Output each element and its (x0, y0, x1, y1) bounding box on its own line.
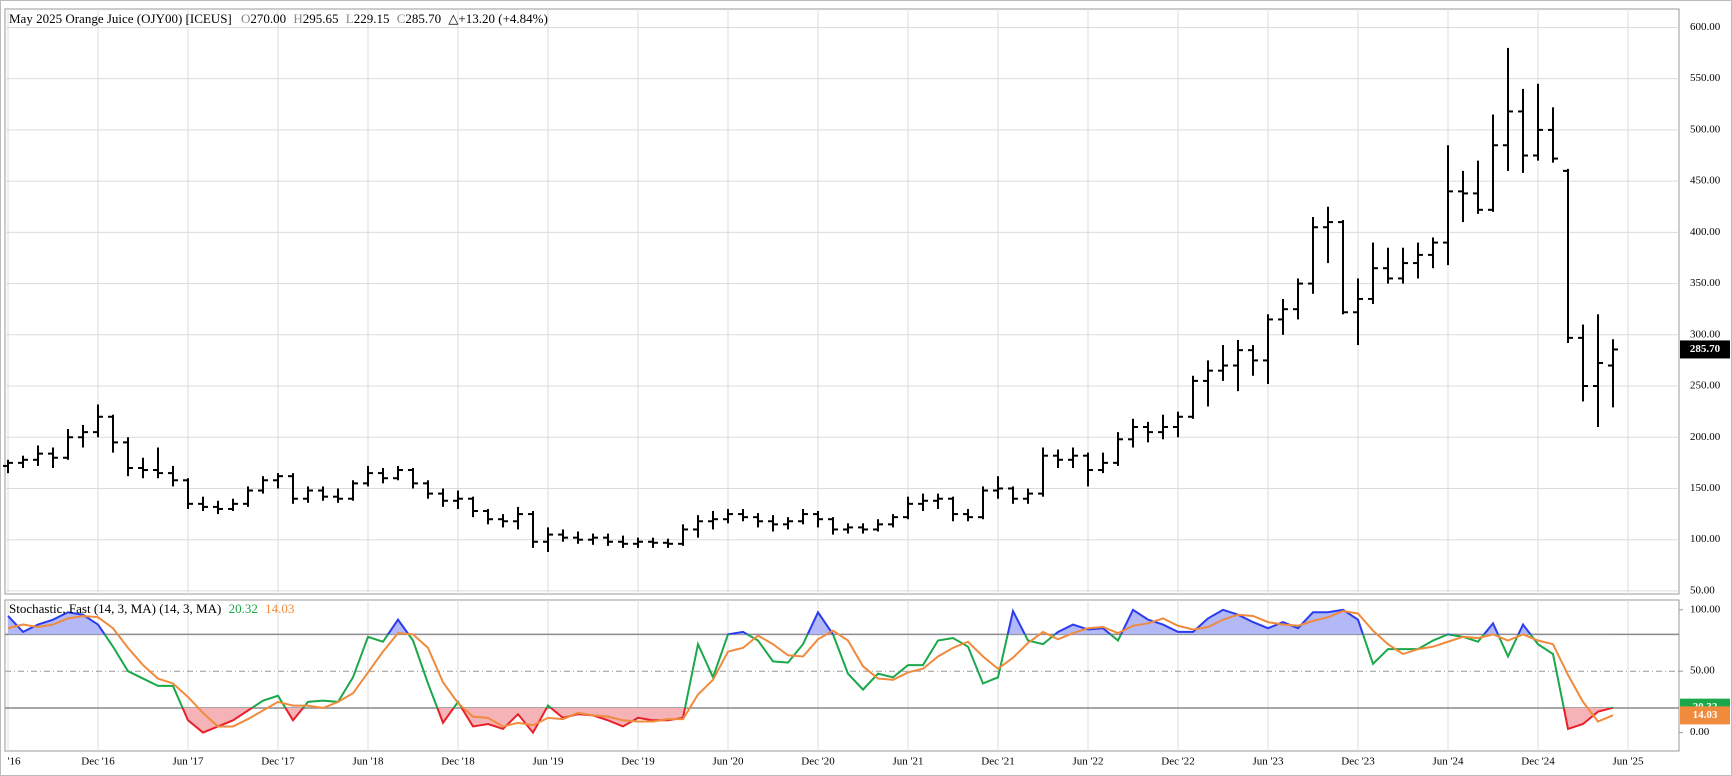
k-value: 20.32 (229, 601, 258, 616)
x-tick-label: Dec '20 (801, 756, 835, 768)
quote-value: 229.15 (354, 11, 390, 26)
x-tick-label: Jun '22 (1072, 756, 1103, 768)
y-tick-label: 550.00 (1690, 72, 1721, 84)
x-tick-label: Dec '17 (261, 756, 295, 768)
price-panel (4, 8, 1680, 595)
x-tick-label: Jun '23 (1252, 756, 1284, 768)
y-tick-label: 600.00 (1690, 21, 1721, 33)
change: △+13.20 (+4.84%) (448, 11, 547, 26)
k-line (103, 634, 1614, 709)
x-tick-label: Dec '16 (81, 756, 115, 768)
quote-value: 295.65 (303, 11, 339, 26)
overbought-fill (8, 609, 1531, 635)
x-tick-label: Jun '19 (532, 756, 564, 768)
x-tick-label: Jun '17 (172, 756, 204, 768)
y-tick-label: 400.00 (1690, 226, 1721, 238)
last-value-label: 14.03 (1693, 709, 1718, 721)
x-tick-label: Jun '20 (712, 756, 744, 768)
title: May 2025 Orange Juice (OJY00) [ICEUS] (9, 11, 232, 26)
price-header: May 2025 Orange Juice (OJY00) [ICEUS] O2… (9, 11, 548, 26)
y-tick-label: 100.00 (1690, 533, 1721, 545)
y-tick-label: 500.00 (1690, 123, 1721, 135)
x-tick-label: Dec '19 (621, 756, 655, 768)
x-tick-label: Jun '18 (352, 756, 384, 768)
last-value-box (1680, 706, 1730, 725)
labels: '16 Dec '16 Jun '17 Dec '17 Jun '18 Dec '18 Ju… (8, 21, 1730, 768)
x-tick-label: Jun '24 (1432, 756, 1464, 768)
x-tick-label: Dec '21 (981, 756, 1014, 768)
d-value: 14.03 (265, 601, 294, 616)
quote-key: C (397, 11, 406, 26)
y-tick-label: 100.00 (1690, 603, 1721, 615)
x-tick-label: Dec '22 (1161, 756, 1194, 768)
d-line (7, 610, 1614, 728)
grid (5, 9, 1679, 751)
y-tick-label: 200.00 (1690, 431, 1721, 443)
y-tick-label: 250.00 (1690, 380, 1721, 392)
y-tick-label: 0.00 (1690, 726, 1710, 738)
y-tick-label: 50.00 (1690, 665, 1715, 677)
x-tick-label: Jun '21 (892, 756, 923, 768)
stoch-panel (4, 599, 1680, 752)
quote-value: 270.00 (250, 11, 286, 26)
y-tick-label: 150.00 (1690, 482, 1721, 494)
stoch-title: Stochastic, Fast (14, 3, MA) (14, 3, MA) (9, 601, 221, 616)
quote-key: O (241, 11, 250, 26)
y-tick-label: 350.00 (1690, 277, 1721, 289)
x-tick-label: '16 (8, 756, 21, 768)
quote-value: 285.70 (405, 11, 441, 26)
last-price-label: 285.70 (1690, 343, 1721, 355)
y-tick-label: 450.00 (1690, 175, 1721, 187)
last-price-box (1680, 340, 1730, 359)
marks (3, 47, 1618, 735)
quote-key: H (293, 11, 302, 26)
y-tick-label: 50.00 (1690, 584, 1715, 596)
x-tick-label: Dec '18 (441, 756, 475, 768)
x-tick-label: Dec '24 (1521, 756, 1555, 768)
x-tick-label: Dec '23 (1341, 756, 1375, 768)
stoch-header: Stochastic, Fast (14, 3, MA) (14, 3, MA)… (9, 601, 294, 616)
x-tick-label: Jun '25 (1612, 756, 1644, 768)
y-tick-label: 300.00 (1690, 328, 1721, 340)
quote-key: L (346, 11, 354, 26)
